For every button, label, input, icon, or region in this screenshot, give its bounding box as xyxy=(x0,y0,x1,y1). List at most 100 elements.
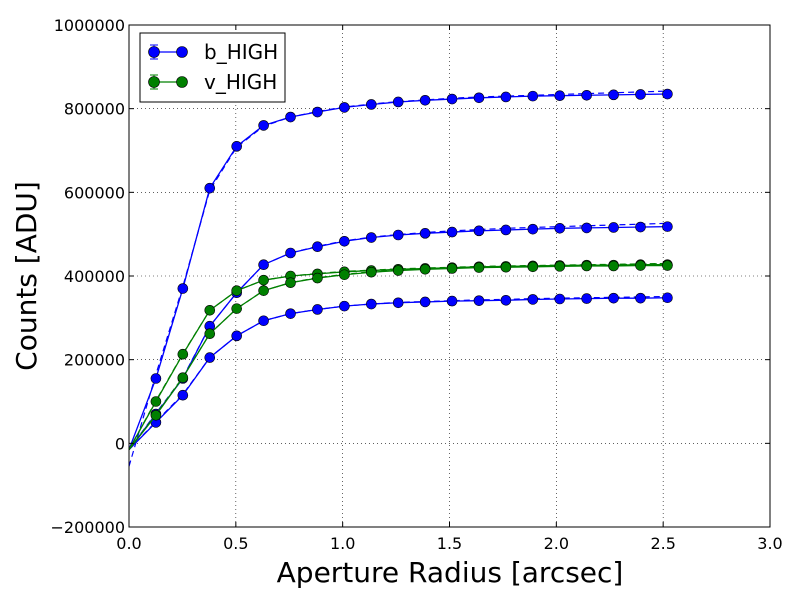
data-point xyxy=(581,222,592,234)
data-point xyxy=(204,328,216,340)
x-tick-label: 0.5 xyxy=(223,534,248,553)
series-fit-line xyxy=(129,90,668,467)
x-axis-label: Aperture Radius [arcsec] xyxy=(277,556,624,589)
data-point xyxy=(231,285,242,296)
series-b-high-1 xyxy=(129,88,673,467)
grid xyxy=(129,25,770,527)
series-layer xyxy=(129,88,673,467)
data-point xyxy=(554,223,566,234)
data-point xyxy=(446,93,458,105)
x-tick-label: 2.0 xyxy=(544,534,569,553)
data-point xyxy=(635,292,646,304)
data-point xyxy=(419,228,431,239)
data-point xyxy=(231,141,242,152)
data-point xyxy=(635,89,646,100)
data-point xyxy=(204,352,216,363)
data-point xyxy=(258,274,269,286)
data-point xyxy=(446,263,458,274)
data-point xyxy=(554,261,566,272)
data-point xyxy=(258,120,269,131)
data-point xyxy=(446,226,458,238)
data-point xyxy=(365,232,377,243)
legend-marker-b-high xyxy=(176,46,188,58)
y-tick-label: 200000 xyxy=(64,351,125,370)
data-point xyxy=(150,410,162,421)
data-point xyxy=(365,298,377,310)
series-b-high-2 xyxy=(129,292,673,451)
data-point xyxy=(231,330,242,342)
data-point xyxy=(339,235,350,247)
data-point xyxy=(312,304,323,315)
x-tick-label: 1.0 xyxy=(330,534,355,553)
data-point xyxy=(150,373,162,384)
data-point xyxy=(608,89,619,101)
data-point xyxy=(635,221,646,233)
y-axis-label: Counts [ADU] xyxy=(10,181,43,371)
data-point xyxy=(662,221,673,232)
data-point xyxy=(365,266,377,278)
data-point xyxy=(392,96,404,108)
data-point xyxy=(312,106,323,118)
data-point xyxy=(285,111,296,123)
data-point xyxy=(527,294,539,305)
data-point xyxy=(339,300,350,312)
data-point xyxy=(608,260,619,272)
data-point xyxy=(392,229,404,241)
y-tick-label: −200000 xyxy=(51,518,125,537)
data-point xyxy=(339,269,350,281)
data-point xyxy=(419,296,431,308)
data-point xyxy=(662,292,673,304)
data-point xyxy=(258,259,269,271)
y-tick-label: 400000 xyxy=(64,267,125,286)
legend-marker-b-high xyxy=(148,46,160,58)
data-point xyxy=(581,89,592,101)
data-point xyxy=(419,264,431,275)
legend: b_HIGH v_HIGH xyxy=(139,32,286,103)
y-tick-label: 600000 xyxy=(64,183,125,202)
data-point xyxy=(392,265,404,276)
data-point xyxy=(500,91,512,103)
data-point xyxy=(392,297,404,309)
legend-marker-v-high xyxy=(176,76,188,88)
data-point xyxy=(473,92,485,104)
data-point xyxy=(177,283,189,294)
data-point xyxy=(258,315,269,327)
legend-label-v-high: v_HIGH xyxy=(204,70,277,94)
y-tick-label: 0 xyxy=(115,434,125,453)
legend-item-b-high: b_HIGH xyxy=(148,40,278,64)
data-point xyxy=(527,223,539,235)
data-point xyxy=(339,102,350,113)
data-point xyxy=(365,99,377,110)
data-point xyxy=(258,285,269,296)
legend-marker-v-high xyxy=(148,76,160,88)
x-tick-label: 1.5 xyxy=(437,534,462,553)
y-tick-label: 1000000 xyxy=(54,16,125,35)
data-point xyxy=(473,295,485,306)
data-point xyxy=(554,293,566,305)
data-point xyxy=(231,303,242,314)
data-point xyxy=(500,224,512,236)
data-point xyxy=(635,260,646,271)
data-point xyxy=(581,260,592,272)
data-point xyxy=(527,261,539,273)
data-point xyxy=(554,90,566,101)
data-point xyxy=(581,293,592,304)
data-point xyxy=(312,241,323,253)
data-point xyxy=(150,396,162,407)
data-point xyxy=(662,88,673,100)
legend-item-v-high: v_HIGH xyxy=(148,70,277,94)
data-point xyxy=(285,308,296,319)
y-tick-label: 800000 xyxy=(64,100,125,119)
series-v-high-5 xyxy=(129,260,673,451)
data-point xyxy=(608,222,619,233)
x-tick-label: 2.5 xyxy=(650,534,675,553)
data-point xyxy=(608,292,619,304)
legend-box xyxy=(139,32,286,103)
data-point xyxy=(500,261,512,273)
legend-label-b-high: b_HIGH xyxy=(204,40,278,64)
data-point xyxy=(177,372,189,383)
data-point xyxy=(500,294,512,306)
data-point xyxy=(527,90,539,102)
data-point xyxy=(662,260,673,271)
